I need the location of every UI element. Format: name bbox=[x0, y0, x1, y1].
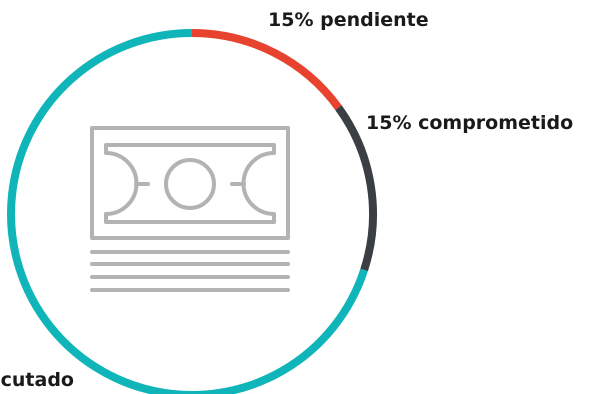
banknote-coin bbox=[164, 158, 216, 210]
donut-slice-executed bbox=[7, 29, 368, 394]
slice-label-executed: 70% ejecutado bbox=[0, 369, 74, 391]
slice-label-pending: 15% pendiente bbox=[268, 9, 429, 31]
slice-label-committed: 15% comprometido bbox=[366, 112, 574, 134]
banknote-outer-frame bbox=[90, 126, 290, 240]
donut-slice-committed bbox=[335, 105, 377, 272]
donut-slice-pending bbox=[191, 29, 342, 110]
banknote-inner-frame bbox=[104, 143, 276, 224]
banknote-stack-icon bbox=[90, 126, 290, 292]
donut-ring bbox=[7, 29, 377, 394]
